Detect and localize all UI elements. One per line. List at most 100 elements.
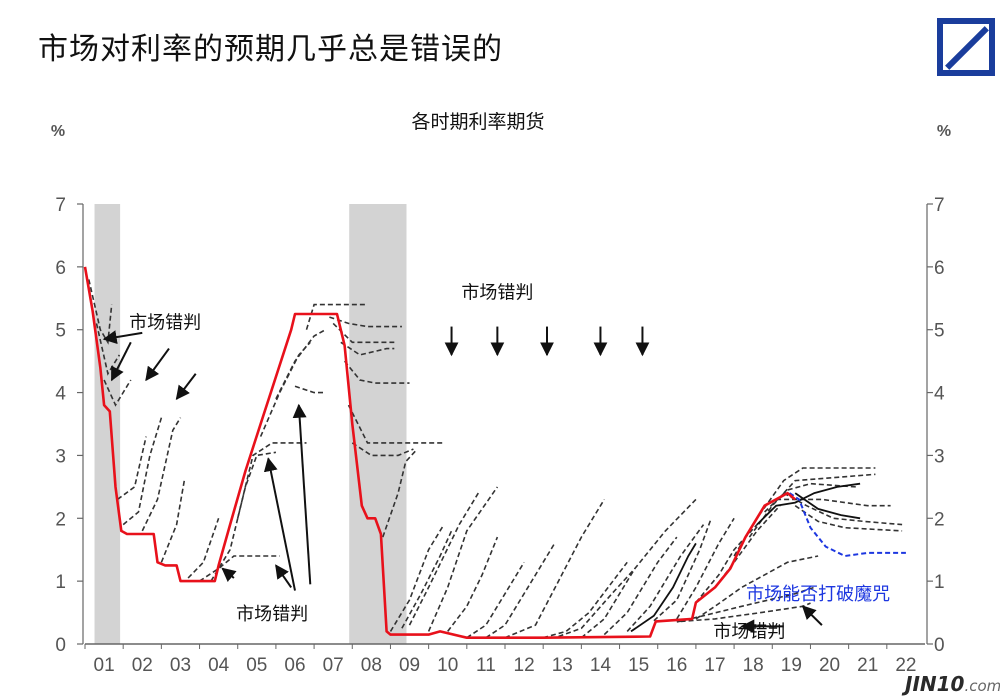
futures-path [626, 524, 705, 632]
chart-text: 0 01 12 23 34 45 56 67 701 02 03 04 05 06 07 08 09 10 11 12… [55, 195, 945, 676]
x-tick-label: 16 [666, 655, 687, 676]
futures-path [504, 498, 605, 639]
annotation-label: 市场错判 [461, 282, 533, 303]
x-tick-label: 15 [628, 655, 649, 676]
futures-path [558, 568, 636, 638]
futures-path [389, 524, 445, 632]
latest-futures-path [788, 492, 906, 558]
y-tick-label-right: 5 [934, 321, 945, 342]
futures-path [340, 341, 395, 356]
y-tick-label-right: 4 [934, 384, 945, 405]
annotation-arrow [145, 347, 170, 382]
x-tick-label: 06 [284, 655, 305, 676]
futures-path [714, 505, 781, 588]
futures-path [676, 586, 815, 623]
futures-path [466, 561, 525, 639]
x-tick-label: 13 [552, 655, 573, 676]
x-tick-label: 07 [323, 655, 344, 676]
annotation-arrow [110, 341, 132, 382]
x-tick-label: 02 [132, 655, 153, 676]
x-tick-label: 11 [476, 655, 496, 676]
futures-path [160, 480, 186, 563]
recession-bands [94, 204, 407, 644]
watermark: JIN10.com [905, 672, 1000, 696]
annotation-arrow [275, 564, 293, 588]
y-tick-label-right: 2 [934, 509, 945, 530]
futures-path [95, 323, 121, 376]
recession-band [349, 204, 407, 644]
annotation-arrow [221, 567, 237, 582]
actual-rate-layer [83, 266, 797, 640]
futures-path [447, 536, 499, 632]
annotation-label: 市场错判 [236, 604, 308, 625]
y-axis-unit-left: % [51, 123, 65, 140]
futures-path [236, 442, 307, 519]
x-tick-label: 01 [94, 655, 115, 676]
futures-path [275, 328, 326, 400]
annotation-arrow [102, 330, 143, 345]
futures-path [764, 482, 857, 513]
y-tick-label-left: 4 [55, 384, 66, 405]
futures-path [103, 379, 132, 407]
annotation-arrow [263, 457, 296, 591]
futures-paths [88, 279, 906, 639]
annotation-label: 市场能否打破魔咒 [746, 584, 890, 605]
futures-path [676, 517, 735, 620]
futures-path [305, 303, 368, 330]
futures-path [776, 498, 891, 507]
futures-path [653, 518, 712, 622]
y-tick-label-right: 0 [934, 635, 945, 656]
futures-path [580, 498, 697, 639]
x-tick-label: 05 [246, 655, 267, 676]
annotation-label: 市场错判 [713, 622, 785, 643]
annotation-label: 市场错判 [129, 312, 201, 333]
x-tick-label: 22 [895, 655, 916, 676]
annotation-arrow [801, 605, 823, 626]
y-axis-unit-right: % [937, 123, 951, 140]
y-tick-label-right: 3 [934, 446, 945, 467]
x-tick-label: 04 [208, 655, 230, 676]
futures-path [542, 561, 628, 639]
x-tick-label: 18 [743, 655, 764, 676]
deutsche-bank-logo [937, 18, 995, 76]
recession-band [94, 204, 121, 644]
x-tick-label: 12 [514, 655, 535, 676]
x-tick-label: 21 [857, 655, 878, 676]
x-tick-label: 09 [399, 655, 420, 676]
futures-path-solid [756, 482, 861, 526]
y-tick-label-left: 2 [55, 509, 66, 530]
y-tick-label-right: 7 [934, 195, 945, 216]
y-tick-label-left: 6 [55, 258, 66, 279]
futures-path [401, 530, 453, 629]
page-title: 市场对利率的预期几乎总是错误的 [38, 32, 503, 67]
futures-path [794, 505, 903, 532]
futures-path [680, 602, 811, 623]
chart-title: 各时期利率期货 [411, 111, 544, 133]
y-tick-label-left: 0 [55, 635, 66, 656]
futures-path-solid [794, 492, 861, 520]
y-tick-label-left: 3 [55, 446, 66, 467]
x-tick-label: 17 [704, 655, 725, 676]
futures-path [427, 486, 499, 632]
x-tick-label: 19 [781, 655, 802, 676]
axes [77, 203, 933, 649]
y-tick-label-left: 1 [55, 572, 66, 593]
futures-path [122, 417, 163, 526]
futures-path [485, 542, 556, 639]
futures-path [187, 518, 220, 579]
y-tick-label-right: 1 [934, 572, 945, 593]
annotation-arrow [175, 373, 197, 400]
futures-path [141, 417, 182, 532]
x-tick-label: 08 [361, 655, 382, 676]
annotation-arrows [102, 326, 823, 634]
futures-path-solid [630, 542, 697, 633]
annotation-arrow [292, 403, 312, 585]
futures-path [343, 360, 410, 384]
futures-path [210, 451, 277, 582]
y-tick-label-left: 5 [55, 321, 66, 342]
x-tick-label: 20 [819, 655, 840, 676]
futures-path [294, 385, 326, 394]
futures-path [351, 442, 414, 457]
futures-path [199, 555, 280, 582]
